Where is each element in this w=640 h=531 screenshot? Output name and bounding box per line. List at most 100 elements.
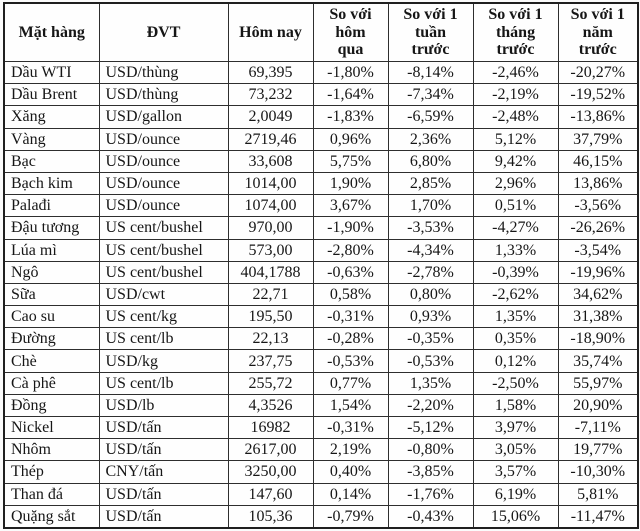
cell-vs-week: 1,35%	[387, 371, 474, 395]
cell-unit: USD/ounce	[98, 194, 229, 218]
cell-commodity: Quặng sắt	[3, 504, 100, 529]
cell-vs-month: 1,35%	[472, 305, 559, 329]
cell-vs-month: -0,39%	[472, 260, 559, 284]
table-row: Ngô US cent/bushel 404,1788 -0,63% -2,78% -0,…	[3, 260, 639, 284]
cell-vs-yesterday: 3,67%	[312, 194, 389, 218]
table-row: Thép CNY/tấn 3250,00 0,40% -3,85% 3,57% -10,30…	[3, 460, 639, 484]
cell-vs-month: -2,62%	[472, 282, 559, 307]
cell-vs-month: 3,97%	[472, 415, 559, 440]
col-header-vs-year: So với 1 năm trước	[557, 2, 639, 62]
cell-today: 33,608	[227, 149, 314, 173]
cell-vs-week: 1,70%	[387, 194, 474, 218]
cell-vs-year: -10,30%	[557, 460, 639, 484]
table-row: Palađi USD/ounce 1074,00 3,67% 1,70% 0,51% -3,…	[3, 194, 639, 218]
cell-today: 147,60	[227, 482, 314, 506]
table-row: Đường US cent/lb 22,13 -0,28% -0,35% 0,35% -18…	[3, 327, 639, 351]
cell-today: 16982	[227, 415, 314, 440]
cell-vs-year: 31,38%	[557, 305, 639, 329]
cell-unit: USD/cwt	[98, 282, 229, 307]
cell-vs-year: 35,74%	[557, 349, 639, 373]
table-row: Vàng USD/ounce 2719,46 0,96% 2,36% 5,12% 37,79…	[3, 127, 639, 151]
cell-commodity: Palađi	[3, 194, 100, 218]
cell-today: 237,75	[227, 349, 314, 373]
cell-vs-year: 37,79%	[557, 127, 639, 151]
cell-vs-week: -5,12%	[387, 415, 474, 440]
table-row: Lúa mì US cent/bushel 573,00 -2,80% -4,34% 1,…	[3, 238, 639, 262]
cell-vs-week: -4,34%	[387, 238, 474, 262]
cell-vs-week: -2,78%	[387, 260, 474, 284]
table-row: Cao su US cent/kg 195,50 -0,31% 0,93% 1,35% 31…	[3, 305, 639, 329]
cell-commodity: Bạc	[3, 149, 100, 173]
col-header-commodity: Mặt hàng	[3, 2, 100, 62]
cell-vs-week: -6,59%	[387, 105, 474, 129]
cell-vs-yesterday: 0,14%	[312, 482, 389, 506]
cell-vs-year: 13,86%	[557, 171, 639, 196]
cell-today: 573,00	[227, 238, 314, 262]
cell-vs-year: 19,77%	[557, 438, 639, 462]
cell-unit: USD/tấn	[98, 504, 229, 529]
cell-vs-year: -11,47%	[557, 504, 639, 529]
cell-vs-month: 6,19%	[472, 482, 559, 506]
table-row: Dầu WTI USD/thùng 69,395 -1,80% -8,14% -2,46%…	[3, 60, 639, 85]
cell-vs-year: -13,86%	[557, 105, 639, 129]
cell-vs-week: -0,80%	[387, 438, 474, 462]
cell-vs-month: -2,46%	[472, 60, 559, 85]
cell-commodity: Nhôm	[3, 438, 100, 462]
cell-unit: USD/ounce	[98, 171, 229, 196]
col-header-unit: ĐVT	[98, 2, 229, 62]
cell-unit: USD/kg	[98, 349, 229, 373]
cell-vs-year: -19,96%	[557, 260, 639, 284]
commodity-price-table-container: Mặt hàng ĐVT Hôm nay So với hôm qua So v…	[3, 2, 639, 529]
cell-vs-month: 5,12%	[472, 127, 559, 151]
cell-unit: USD/tấn	[98, 415, 229, 440]
cell-vs-month: 3,57%	[472, 460, 559, 484]
cell-commodity: Nickel	[3, 415, 100, 440]
cell-vs-year: -20,27%	[557, 60, 639, 85]
table-row: Nhôm USD/tấn 2617,00 2,19% -0,80% 3,05% 19,77%	[3, 438, 639, 462]
cell-vs-week: -3,85%	[387, 460, 474, 484]
cell-vs-week: 2,85%	[387, 171, 474, 196]
cell-commodity: Dầu Brent	[3, 83, 100, 107]
cell-today: 3250,00	[227, 460, 314, 484]
cell-vs-month: 0,51%	[472, 194, 559, 218]
cell-today: 1014,00	[227, 171, 314, 196]
cell-unit: US cent/lb	[98, 327, 229, 351]
cell-commodity: Đường	[3, 327, 100, 351]
cell-vs-yesterday: -1,64%	[312, 83, 389, 107]
cell-vs-year: 5,81%	[557, 482, 639, 506]
cell-vs-yesterday: -0,63%	[312, 260, 389, 284]
cell-vs-month: -2,48%	[472, 105, 559, 129]
cell-today: 195,50	[227, 305, 314, 329]
cell-commodity: Đậu tương	[3, 216, 100, 240]
cell-unit: CNY/tấn	[98, 460, 229, 484]
cell-commodity: Xăng	[3, 105, 100, 129]
cell-vs-yesterday: 0,96%	[312, 127, 389, 151]
cell-vs-year: 20,90%	[557, 393, 639, 418]
cell-commodity: Bạch kim	[3, 171, 100, 196]
cell-vs-year: 34,62%	[557, 282, 639, 307]
cell-vs-week: 0,80%	[387, 282, 474, 307]
cell-vs-week: -1,76%	[387, 482, 474, 506]
cell-commodity: Lúa mì	[3, 238, 100, 262]
cell-unit: USD/ounce	[98, 149, 229, 173]
cell-vs-year: -19,52%	[557, 83, 639, 107]
cell-vs-yesterday: -0,53%	[312, 349, 389, 373]
cell-unit: USD/gallon	[98, 105, 229, 129]
cell-vs-year: 46,15%	[557, 149, 639, 173]
cell-vs-yesterday: 2,19%	[312, 438, 389, 462]
cell-vs-week: 6,80%	[387, 149, 474, 173]
cell-commodity: Dầu WTI	[3, 60, 100, 85]
table-row: Đồng USD/lb 4,3526 1,54% -2,20% 1,58% 20,90%	[3, 393, 639, 418]
cell-today: 4,3526	[227, 393, 314, 418]
cell-vs-year: -26,26%	[557, 216, 639, 240]
table-body: Dầu WTI USD/thùng 69,395 -1,80% -8,14% -2,46%…	[3, 60, 639, 529]
cell-unit: US cent/bushel	[98, 238, 229, 262]
cell-commodity: Thép	[3, 460, 100, 484]
cell-vs-month: 2,96%	[472, 171, 559, 196]
cell-unit: US cent/bushel	[98, 216, 229, 240]
cell-commodity: Chè	[3, 349, 100, 373]
cell-vs-month: 3,05%	[472, 438, 559, 462]
cell-vs-yesterday: 0,77%	[312, 371, 389, 395]
cell-today: 2617,00	[227, 438, 314, 462]
cell-vs-year: -3,54%	[557, 238, 639, 262]
